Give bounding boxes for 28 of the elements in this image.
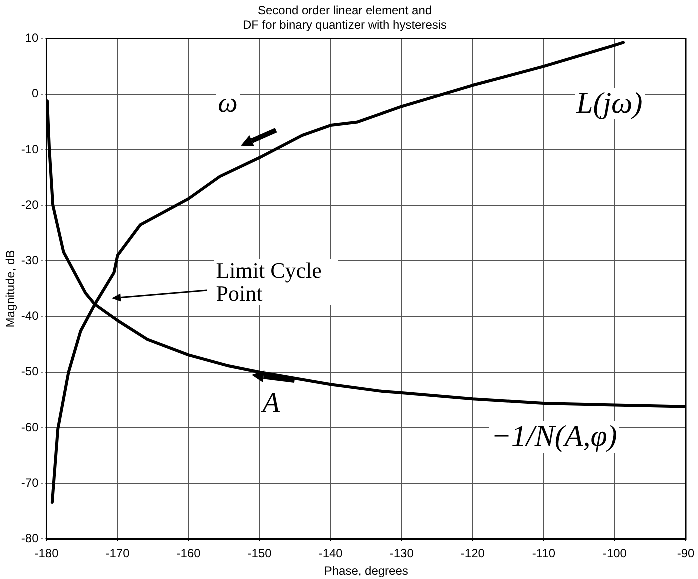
annotation: Limit Cycle Point <box>214 258 338 306</box>
x-tick-label: -130 <box>390 546 414 561</box>
y-tick-label: -40 <box>21 309 40 324</box>
x-tick-label: -150 <box>248 546 272 561</box>
y-tick-label: 0 <box>32 86 40 101</box>
y-tick-label: -30 <box>21 254 40 268</box>
x-tick-label: -110 <box>532 546 556 561</box>
annotation: A <box>260 388 282 420</box>
y-tick-label: -70 <box>21 476 40 490</box>
y-tick-label: 10 <box>25 31 40 46</box>
x-tick-label: -90 <box>677 546 695 561</box>
x-tick-label: -120 <box>460 546 486 561</box>
y-tick-label: -60 <box>21 420 40 434</box>
y-tick-label: -80 <box>21 532 40 546</box>
y-tick-label: -10 <box>21 142 40 156</box>
x-tick-label: -170 <box>106 546 130 561</box>
x-tick-label: -180 <box>34 546 60 561</box>
series-label: −1/N(A,φ) <box>489 420 620 454</box>
chart-title: Second order linear element and DF for binary quantizer with hysteresis <box>242 4 448 32</box>
x-tick-label: -140 <box>318 546 344 561</box>
y-tick-label: -20 <box>21 198 40 212</box>
x-axis-title: Phase, degrees <box>324 564 408 578</box>
x-tick-label: -160 <box>176 546 202 561</box>
series-label: L(jω) <box>574 86 645 120</box>
y-tick-label: -50 <box>21 364 40 379</box>
annotation: ω <box>216 88 240 119</box>
x-tick-label: -100 <box>602 546 628 561</box>
y-axis-title: Magnitude, dB <box>4 250 18 328</box>
